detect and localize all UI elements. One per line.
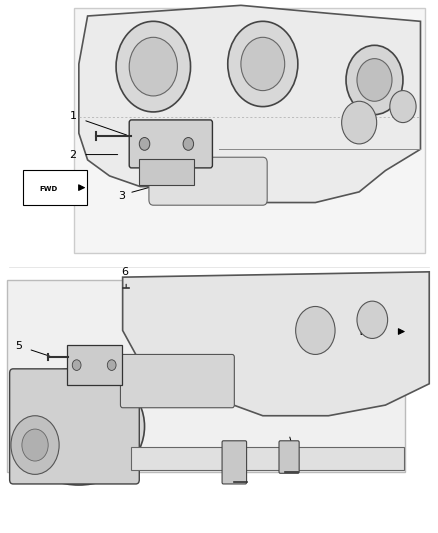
Text: 8: 8 <box>292 454 299 464</box>
Circle shape <box>129 37 177 96</box>
FancyBboxPatch shape <box>10 369 139 484</box>
FancyBboxPatch shape <box>7 280 405 472</box>
Text: 4: 4 <box>166 191 173 200</box>
Text: 5: 5 <box>15 342 22 351</box>
Circle shape <box>228 21 298 107</box>
Text: FWD: FWD <box>360 330 378 336</box>
Text: 1: 1 <box>70 111 77 121</box>
FancyBboxPatch shape <box>222 441 247 484</box>
FancyBboxPatch shape <box>23 170 87 205</box>
Circle shape <box>11 416 59 474</box>
Circle shape <box>357 59 392 101</box>
Circle shape <box>139 138 150 150</box>
Text: 2: 2 <box>70 150 77 159</box>
FancyBboxPatch shape <box>74 8 425 253</box>
FancyBboxPatch shape <box>343 314 406 349</box>
Circle shape <box>22 429 48 461</box>
Polygon shape <box>123 272 429 416</box>
FancyBboxPatch shape <box>131 447 404 470</box>
FancyBboxPatch shape <box>120 354 234 408</box>
Circle shape <box>357 301 388 338</box>
FancyBboxPatch shape <box>149 157 267 205</box>
Circle shape <box>116 21 191 112</box>
FancyBboxPatch shape <box>129 120 212 168</box>
Text: 6: 6 <box>121 267 128 277</box>
Text: 7: 7 <box>231 475 238 486</box>
Circle shape <box>296 306 335 354</box>
Circle shape <box>390 91 416 123</box>
Circle shape <box>342 101 377 144</box>
Circle shape <box>183 138 194 150</box>
FancyBboxPatch shape <box>279 441 299 473</box>
Ellipse shape <box>13 368 145 485</box>
Circle shape <box>107 360 116 370</box>
Text: 3: 3 <box>118 191 125 200</box>
Polygon shape <box>79 5 420 203</box>
Text: FWD: FWD <box>40 186 58 192</box>
Circle shape <box>72 360 81 370</box>
Circle shape <box>241 37 285 91</box>
Circle shape <box>346 45 403 115</box>
FancyBboxPatch shape <box>67 345 122 385</box>
FancyBboxPatch shape <box>139 159 194 185</box>
